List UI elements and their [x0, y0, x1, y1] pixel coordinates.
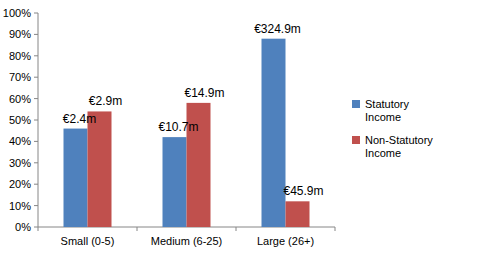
y-tick: [34, 162, 38, 163]
bar: [88, 111, 112, 227]
y-tick-label: 80%: [9, 50, 31, 62]
y-tick: [34, 77, 38, 78]
x-tick: [137, 227, 138, 231]
y-tick: [34, 120, 38, 121]
y-tick-label: 0%: [15, 221, 31, 233]
x-tick: [38, 227, 39, 231]
y-tick-label: 90%: [9, 28, 31, 40]
amount-label: €2.4m: [63, 112, 96, 126]
legend-label: Non-StatutoryIncome: [365, 134, 433, 159]
x-tick-label: Medium (6-25): [151, 235, 223, 247]
y-tick: [34, 34, 38, 35]
amount-label: €10.7m: [158, 120, 198, 134]
x-tick: [236, 227, 237, 231]
bar: [262, 39, 286, 227]
bars: [64, 39, 310, 227]
y-tick-label: 70%: [9, 71, 31, 83]
chart-container: 0% 10% 20% 30% 40% 50% 60% 70% 80% 90% 100% Small (…: [0, 0, 484, 272]
amount-label: €2.9m: [89, 94, 122, 108]
y-tick-label: 30%: [9, 157, 31, 169]
y-tick: [34, 13, 38, 14]
y-tick: [34, 227, 38, 228]
y-tick: [34, 141, 38, 142]
y-tick: [34, 98, 38, 99]
y-tick-label: 60%: [9, 93, 31, 105]
bar: [163, 137, 187, 227]
y-tick-label: 20%: [9, 178, 31, 190]
bar: [286, 201, 310, 227]
chart-svg: 0% 10% 20% 30% 40% 50% 60% 70% 80% 90% 100% Small (…: [0, 0, 484, 272]
amount-label: €45.9m: [283, 184, 323, 198]
y-tick-label: 100%: [3, 7, 31, 19]
bar: [64, 129, 88, 227]
x-tick-label: Large (26+): [257, 235, 314, 247]
y-tick: [34, 184, 38, 185]
x-tick-label: Small (0-5): [61, 235, 115, 247]
amount-label: €324.9m: [254, 22, 301, 36]
y-tick: [34, 205, 38, 206]
amount-label: €14.9m: [184, 86, 224, 100]
y-tick-label: 40%: [9, 135, 31, 147]
y-tick-label: 10%: [9, 200, 31, 212]
y-tick: [34, 55, 38, 56]
legend-swatch: [352, 136, 360, 144]
legend-label: StatutoryIncome: [365, 98, 410, 123]
legend-swatch: [352, 100, 360, 108]
x-tick: [335, 227, 336, 231]
y-tick-label: 50%: [9, 114, 31, 126]
